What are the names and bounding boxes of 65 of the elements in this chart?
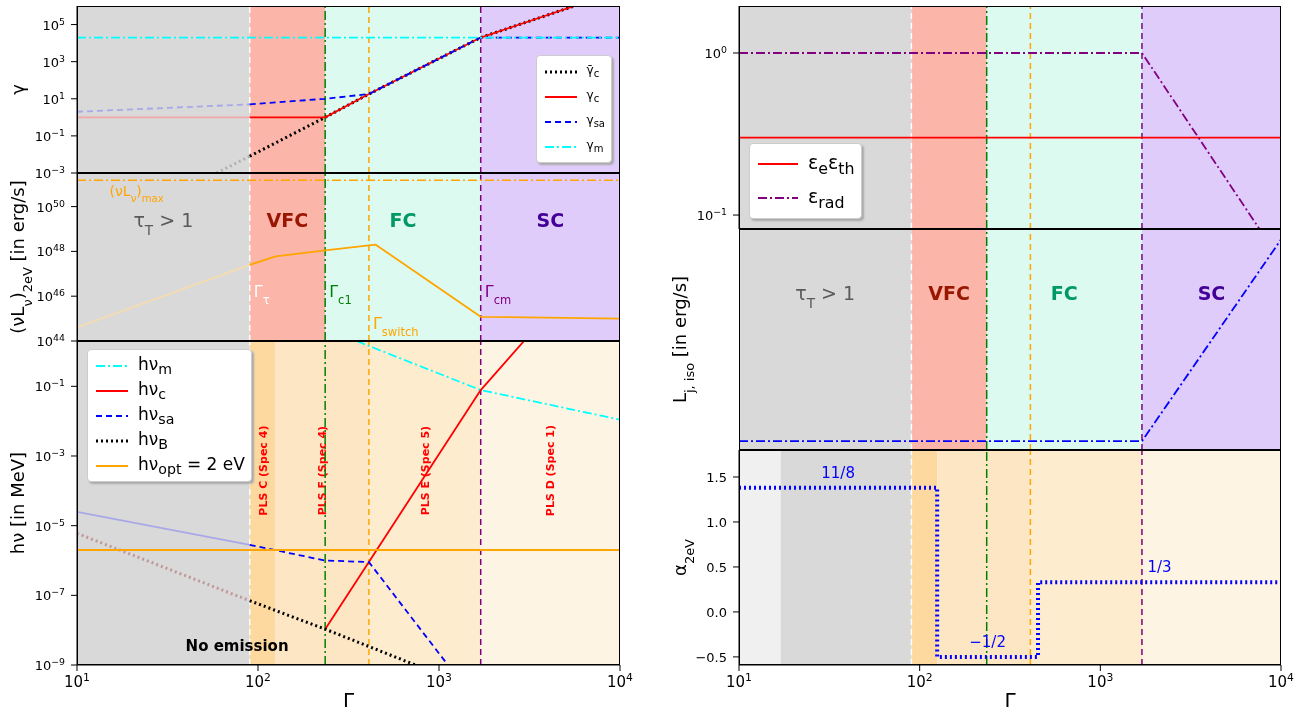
ref-line-label: (νL$_{ν}$)$_{max}$ — [109, 183, 164, 204]
band-label: VFC — [266, 208, 309, 231]
y-tick-label: 10$^{46}$ — [36, 286, 66, 305]
legend-label: γ$_{m}$ — [586, 138, 604, 155]
band-label: τ$_{T}$ > 1 — [133, 208, 194, 238]
ref-line-label: Γ$_{switch}$ — [372, 314, 419, 340]
y-axis-title: γ — [7, 83, 28, 95]
y-tick-label: 10$^{−7}$ — [34, 585, 66, 604]
legend-label: hν$_{B}$ — [138, 428, 168, 453]
ref-line-label: Γ$_{c1}$ — [329, 282, 352, 308]
band-label: VFC — [928, 281, 970, 304]
legend-label: hν$_{sa}$ — [138, 403, 175, 428]
y-tick-label: 10$^{48}$ — [36, 241, 66, 260]
band-label: τ$_{T}$ > 1 — [795, 281, 856, 311]
y-tick-label: 10$^{−1}$ — [34, 126, 66, 144]
band-label: SC — [536, 208, 565, 231]
x-tick-label: 10$^{2}$ — [245, 670, 271, 691]
y-tick-label: 10$^{5}$ — [42, 15, 66, 33]
x-tick-label: 10$^{3}$ — [426, 670, 452, 691]
legend-label: γ$_{sa}$ — [586, 113, 605, 130]
y-axis-title: hν [in MeV] — [7, 451, 28, 555]
band-label: PLS C (Spec 4) — [256, 425, 270, 516]
y-tick-label: 10$^{−9}$ — [34, 655, 66, 673]
legend-label: hν$_{c}$ — [138, 378, 167, 403]
band-label: PLS F (Spec 4) — [315, 425, 329, 516]
y-tick-label: 10$^{1}$ — [42, 89, 66, 107]
annotation: No emission — [185, 637, 289, 655]
annotation: 1/3 — [1147, 558, 1172, 577]
band-label: SC — [1197, 281, 1226, 304]
y-tick-label: 10$^{−5}$ — [34, 516, 66, 534]
band-label: FC — [1050, 281, 1078, 304]
y-tick-label: 10$^{44}$ — [36, 331, 66, 349]
annotation: −1/2 — [969, 632, 1006, 651]
legend-label: hν$_{m}$ — [138, 353, 173, 378]
legend-label: hν$_{opt}$ = 2 eV — [138, 453, 245, 478]
x-tick-label: 10$^{2}$ — [906, 670, 933, 691]
band-label: FC — [389, 208, 417, 231]
x-tick-label: 10$^{4}$ — [607, 670, 634, 691]
x-tick-label: 10$^{4}$ — [1268, 670, 1295, 691]
legend-label: γ$_{c}$ — [586, 88, 600, 105]
band-label: PLS D (Spec 1) — [543, 425, 557, 517]
y-tick-label: 1.5 — [706, 469, 727, 485]
y-tick-label: 10$^{3}$ — [42, 52, 66, 70]
y-tick-label: 0.5 — [706, 559, 727, 575]
ref-line-label: Γ$_{τ}$ — [253, 282, 270, 308]
band-label: PLS E (Spec 5) — [418, 425, 432, 516]
y-tick-label: 10$^{−1}$ — [696, 205, 728, 224]
y-tick-label: 1.0 — [706, 514, 727, 530]
x-tick-label: 10$^{1}$ — [64, 670, 90, 691]
x-tick-label: 10$^{1}$ — [726, 670, 752, 691]
y-tick-label: −0.5 — [695, 649, 727, 665]
legend-label: ε$_{e}$ε$_{th}$ — [808, 150, 855, 178]
annotation: 11/8 — [821, 463, 855, 482]
x-axis-title: Γ — [342, 688, 355, 712]
x-tick-label: 10$^{3}$ — [1087, 670, 1114, 691]
legend-label: γ̄$_{c}$ — [586, 63, 600, 80]
x-axis-title: Γ — [1004, 688, 1017, 712]
y-tick-label: 10$^{−3}$ — [34, 163, 66, 181]
y-tick-label: 10$^{−3}$ — [34, 446, 66, 464]
y-tick-label: 0.0 — [706, 604, 727, 620]
y-tick-label: 10$^{0}$ — [704, 43, 728, 61]
y-tick-label: 10$^{50}$ — [36, 197, 66, 215]
y-tick-label: 10$^{−1}$ — [34, 376, 66, 395]
legend-label: ε$_{rad}$ — [808, 184, 845, 212]
ref-line-label: Γ$_{cm}$ — [484, 282, 512, 308]
